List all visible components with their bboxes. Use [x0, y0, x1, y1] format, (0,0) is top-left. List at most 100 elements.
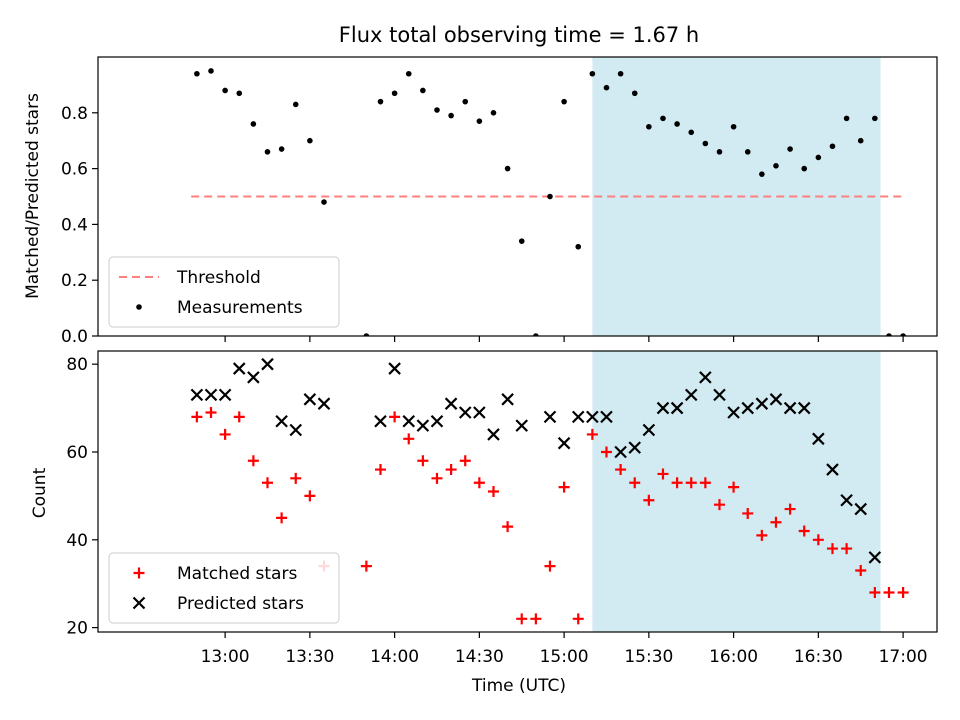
matched-star-point [742, 507, 754, 519]
matched-star-point [586, 428, 598, 440]
matched-star-point [572, 613, 584, 625]
predicted-star-point [684, 388, 698, 402]
measurement-point [589, 70, 596, 77]
measurement-point [321, 199, 327, 205]
measurement-point [278, 146, 285, 152]
predicted-star-point [600, 410, 613, 424]
axes-frame [97, 56, 938, 337]
predicted-star-point [402, 414, 416, 428]
predicted-star-point [218, 388, 232, 402]
matched-star-point [699, 477, 711, 489]
predicted-star-point [614, 445, 627, 459]
measurement-point [646, 123, 652, 130]
x-tick-label: 13:30 [285, 647, 334, 667]
y-tick-label: 0.2 [61, 271, 88, 291]
measurement-point [815, 154, 822, 161]
predicted-star-point [783, 401, 797, 415]
matched-star-point [756, 529, 768, 541]
matched-star-point [713, 499, 725, 511]
measurement-point [533, 333, 539, 336]
measurement-point [773, 163, 779, 169]
measurement-point [194, 70, 200, 77]
legend-label: Predicted stars [177, 594, 304, 614]
y-tick-label: 0.6 [61, 160, 88, 180]
predicted-star-point [797, 401, 811, 415]
measurement-point [292, 101, 299, 108]
matched-star-point [629, 477, 641, 489]
x-tick-label: 15:00 [540, 647, 589, 667]
matched-star-point [205, 406, 217, 418]
matched-star-point [558, 481, 570, 493]
matched-star-point [841, 543, 853, 555]
measurement-point [575, 243, 582, 250]
predicted-star-point [670, 401, 684, 415]
measurement-point [222, 87, 228, 94]
matched-star-point [643, 494, 655, 506]
x-tick-label: 13:00 [201, 647, 250, 667]
predicted-star-point [317, 397, 331, 410]
predicted-star-point [727, 406, 740, 419]
measurement-point [674, 121, 680, 127]
predicted-star-point [854, 502, 868, 516]
predicted-star-point [374, 414, 387, 428]
y-tick-label: 20 [66, 619, 88, 639]
matched-star-point [798, 525, 810, 537]
predicted-star-point [656, 401, 670, 415]
matched-star-point [502, 521, 514, 533]
measurement-point [490, 110, 497, 116]
shaded-span [592, 351, 881, 632]
legend-measurement-swatch [136, 304, 142, 310]
predicted-star-point [289, 423, 303, 437]
axes-frame [97, 350, 938, 633]
measurement-point [561, 98, 567, 105]
measurement-point [377, 98, 384, 105]
matched-star-point [247, 455, 259, 467]
measurement-point [872, 115, 878, 122]
measurement-point [759, 171, 765, 177]
measurement-point [264, 149, 271, 155]
matched-star-point [417, 455, 429, 467]
bottom-y-axis-label: Count [30, 467, 50, 518]
top-y-axis-label: Matched/Predicted stars [23, 93, 43, 299]
predicted-star-point [628, 441, 642, 454]
matched-star-point [304, 490, 316, 502]
matched-star-point [191, 411, 203, 423]
measurement-point [307, 137, 313, 144]
predicted-star-point [416, 419, 430, 432]
measurement-point [660, 115, 666, 122]
matched-star-point [445, 464, 457, 476]
measurement-point [730, 123, 737, 130]
data-points [194, 68, 906, 336]
predicted-star-point [812, 432, 825, 446]
matched-star-point [770, 516, 782, 528]
legend-predicted-swatch [132, 596, 146, 610]
matched-star-point [812, 534, 824, 546]
y-tick-label: 80 [66, 355, 88, 375]
measurement-point [504, 165, 511, 172]
matched-star-point [431, 472, 443, 484]
legend: Threshold Measurements [108, 256, 340, 328]
predicted-star-point [868, 551, 882, 564]
measurement-point [462, 98, 469, 105]
y-tick-label: 0.0 [61, 327, 88, 347]
measurement-point [448, 112, 454, 119]
top-panel: 0.0 0.2 0.4 0.6 0.8 Threshold Measurements [61, 56, 938, 347]
x-tick-label: 17:00 [879, 647, 928, 667]
predicted-star-point [741, 401, 755, 415]
measurement-point [857, 137, 864, 144]
legend-matched-swatch [133, 567, 145, 579]
measurement-point [363, 333, 370, 336]
x-tick-label: 14:30 [455, 647, 504, 667]
measurement-point [886, 333, 892, 336]
y-tick-label: 0.4 [61, 215, 88, 235]
chart-title: Flux total observing time = 1.67 h [339, 23, 699, 47]
matched-star-point [261, 477, 273, 489]
predicted-star-point [501, 393, 514, 406]
legend-box [108, 552, 340, 624]
legend-box [108, 256, 340, 328]
matched-star-point [728, 481, 740, 493]
matched-star-point [544, 560, 556, 572]
x-tick-label: 16:00 [709, 647, 758, 667]
x-tick-label: 14:00 [370, 647, 419, 667]
